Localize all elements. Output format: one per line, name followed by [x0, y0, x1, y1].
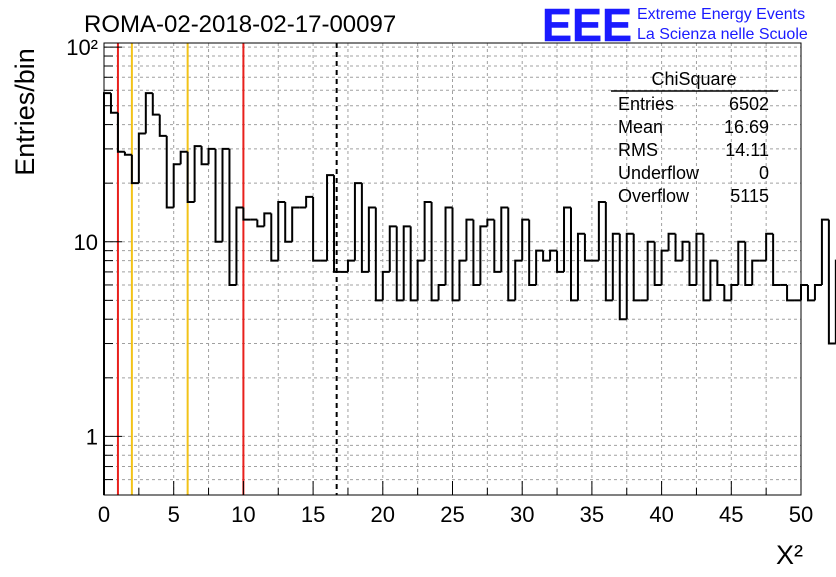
stats-title: ChiSquare — [651, 69, 736, 89]
stats-value-entries: 6502 — [729, 94, 769, 114]
x-tick-label: 35 — [580, 502, 604, 527]
stats-value-mean: 16.69 — [724, 117, 769, 137]
chart-title: ROMA-02-2018-02-17-00097 — [84, 11, 396, 38]
y-tick-label: 10 — [74, 230, 98, 255]
stats-value-overflow: 5115 — [730, 186, 769, 206]
stats-label-rms: RMS — [618, 140, 658, 160]
y-axis-label: Entries/bin — [10, 48, 40, 176]
histogram-bin — [822, 220, 829, 285]
stats-label-entries: Entries — [618, 94, 674, 114]
x-tick-label: 15 — [301, 502, 325, 527]
x-tick-label: 25 — [440, 502, 464, 527]
stats-value-rms: 14.11 — [725, 140, 769, 160]
x-tick-label: 0 — [98, 502, 110, 527]
x-tick-label: 10 — [231, 502, 255, 527]
x-tick-label: 45 — [719, 502, 743, 527]
brand-line-1: Extreme Energy Events — [637, 6, 805, 23]
y-tick-label: 1 — [86, 424, 98, 449]
x-tick-label: 30 — [510, 502, 534, 527]
x-tick-label: 50 — [789, 502, 813, 527]
stats-label-mean: Mean — [618, 117, 663, 137]
stats-value-underflow: 0 — [759, 163, 769, 183]
x-tick-label: 20 — [371, 502, 395, 527]
brand-line-2: La Scienza nelle Scuole — [637, 26, 808, 43]
x-axis-label: X² — [776, 540, 803, 570]
x-tick-label: 5 — [168, 502, 180, 527]
eee-logo: EEE — [542, 0, 632, 51]
x-tick-label: 40 — [649, 502, 673, 527]
stats-label-underflow: Underflow — [618, 163, 700, 183]
stats-label-overflow: Overflow — [618, 186, 690, 206]
y-tick-label: 10² — [66, 35, 98, 60]
histogram-bin — [829, 220, 836, 344]
histogram-bin — [808, 285, 815, 300]
histogram-bin — [801, 285, 808, 300]
histogram-bin — [815, 285, 822, 300]
